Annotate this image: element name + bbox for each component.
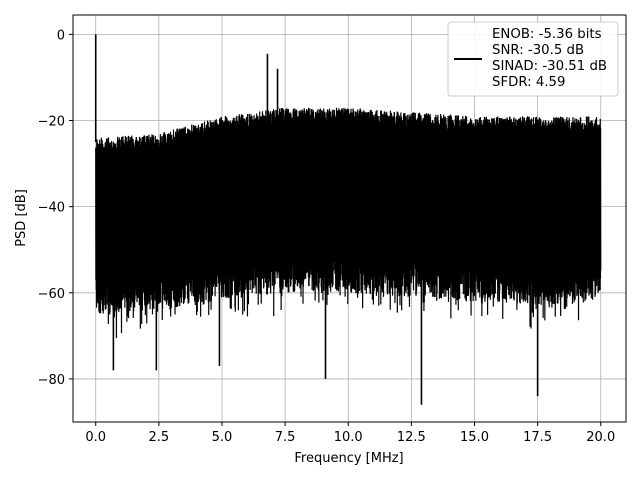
data-layer	[94, 34, 602, 405]
y-tick-label: −20	[38, 115, 65, 130]
axes: 0.0 2.5 5.0 7.5 10.0 12.5 15.0 17.5 20.0 0 −20 −40 −…	[38, 14, 627, 445]
x-tick-label: 20.0	[586, 430, 615, 445]
legend-box	[447, 21, 619, 97]
x-tick-label: 12.5	[397, 430, 426, 445]
legend-entry-text: ENOB: -5.36 bits	[492, 27, 602, 42]
y-tick-label: −80	[38, 373, 65, 388]
x-tick-label: 7.5	[275, 430, 296, 445]
x-tick-label: 2.5	[149, 430, 170, 445]
x-tick-label: 17.5	[523, 430, 552, 445]
x-tick-label: 15.0	[460, 430, 489, 445]
plot-frame	[72, 14, 627, 423]
x-tick-label: 5.0	[212, 430, 233, 445]
y-tick-label: −60	[38, 287, 65, 302]
x-tick-label: 10.0	[334, 430, 363, 445]
y-axis-label: PSD [dB]	[14, 189, 29, 247]
legend-entry-text: SINAD: -30.51 dB	[492, 59, 607, 74]
legend-entry-text: SNR: -30.5 dB	[492, 43, 584, 58]
psd-series-line	[95, 107, 602, 339]
legend-entry-text: SFDR: 4.59	[492, 75, 565, 90]
y-tick-label: 0	[57, 28, 65, 43]
y-tick-label: −40	[38, 201, 65, 216]
x-axis-label: Frequency [MHz]	[294, 451, 403, 466]
x-tick-label: 0.0	[85, 430, 106, 445]
